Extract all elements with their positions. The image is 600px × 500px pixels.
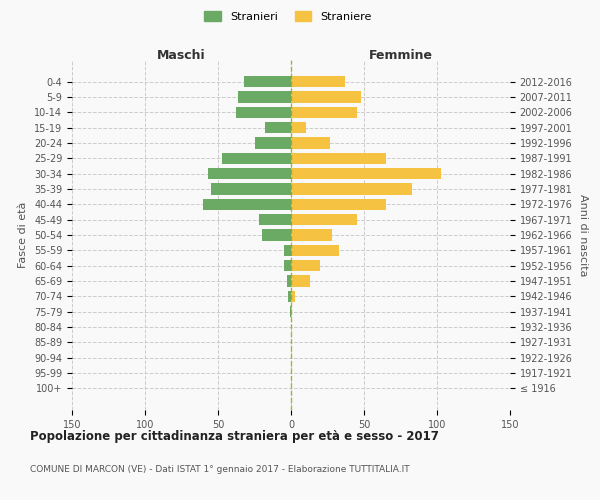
Y-axis label: Anni di nascita: Anni di nascita xyxy=(578,194,588,276)
Bar xyxy=(287,276,291,287)
Text: Popolazione per cittadinanza straniera per età e sesso - 2017: Popolazione per cittadinanza straniera p… xyxy=(30,430,439,443)
Bar xyxy=(244,76,291,88)
Bar xyxy=(203,198,291,210)
Text: Femmine: Femmine xyxy=(368,48,433,62)
Bar xyxy=(291,214,356,226)
Bar xyxy=(291,229,332,241)
Bar xyxy=(291,276,310,287)
Bar xyxy=(291,183,412,194)
Bar xyxy=(291,91,361,102)
Bar xyxy=(288,290,291,302)
Bar xyxy=(254,137,291,148)
Bar xyxy=(284,260,291,272)
Bar xyxy=(236,106,291,118)
Bar xyxy=(223,152,291,164)
Text: COMUNE DI MARCON (VE) - Dati ISTAT 1° gennaio 2017 - Elaborazione TUTTITALIA.IT: COMUNE DI MARCON (VE) - Dati ISTAT 1° ge… xyxy=(30,465,410,474)
Bar xyxy=(290,306,291,318)
Bar xyxy=(284,244,291,256)
Text: Maschi: Maschi xyxy=(157,48,206,62)
Bar xyxy=(291,198,386,210)
Bar xyxy=(291,76,345,88)
Bar xyxy=(291,106,356,118)
Bar xyxy=(262,229,291,241)
Bar xyxy=(291,244,339,256)
Bar xyxy=(291,260,320,272)
Bar xyxy=(291,137,331,148)
Y-axis label: Fasce di età: Fasce di età xyxy=(19,202,28,268)
Bar xyxy=(291,152,386,164)
Bar xyxy=(265,122,291,134)
Bar xyxy=(211,183,291,194)
Legend: Stranieri, Straniere: Stranieri, Straniere xyxy=(201,8,375,25)
Bar xyxy=(291,290,295,302)
Bar xyxy=(291,168,442,179)
Bar xyxy=(259,214,291,226)
Bar xyxy=(291,306,292,318)
Bar xyxy=(208,168,291,179)
Bar xyxy=(291,122,305,134)
Bar xyxy=(238,91,291,102)
